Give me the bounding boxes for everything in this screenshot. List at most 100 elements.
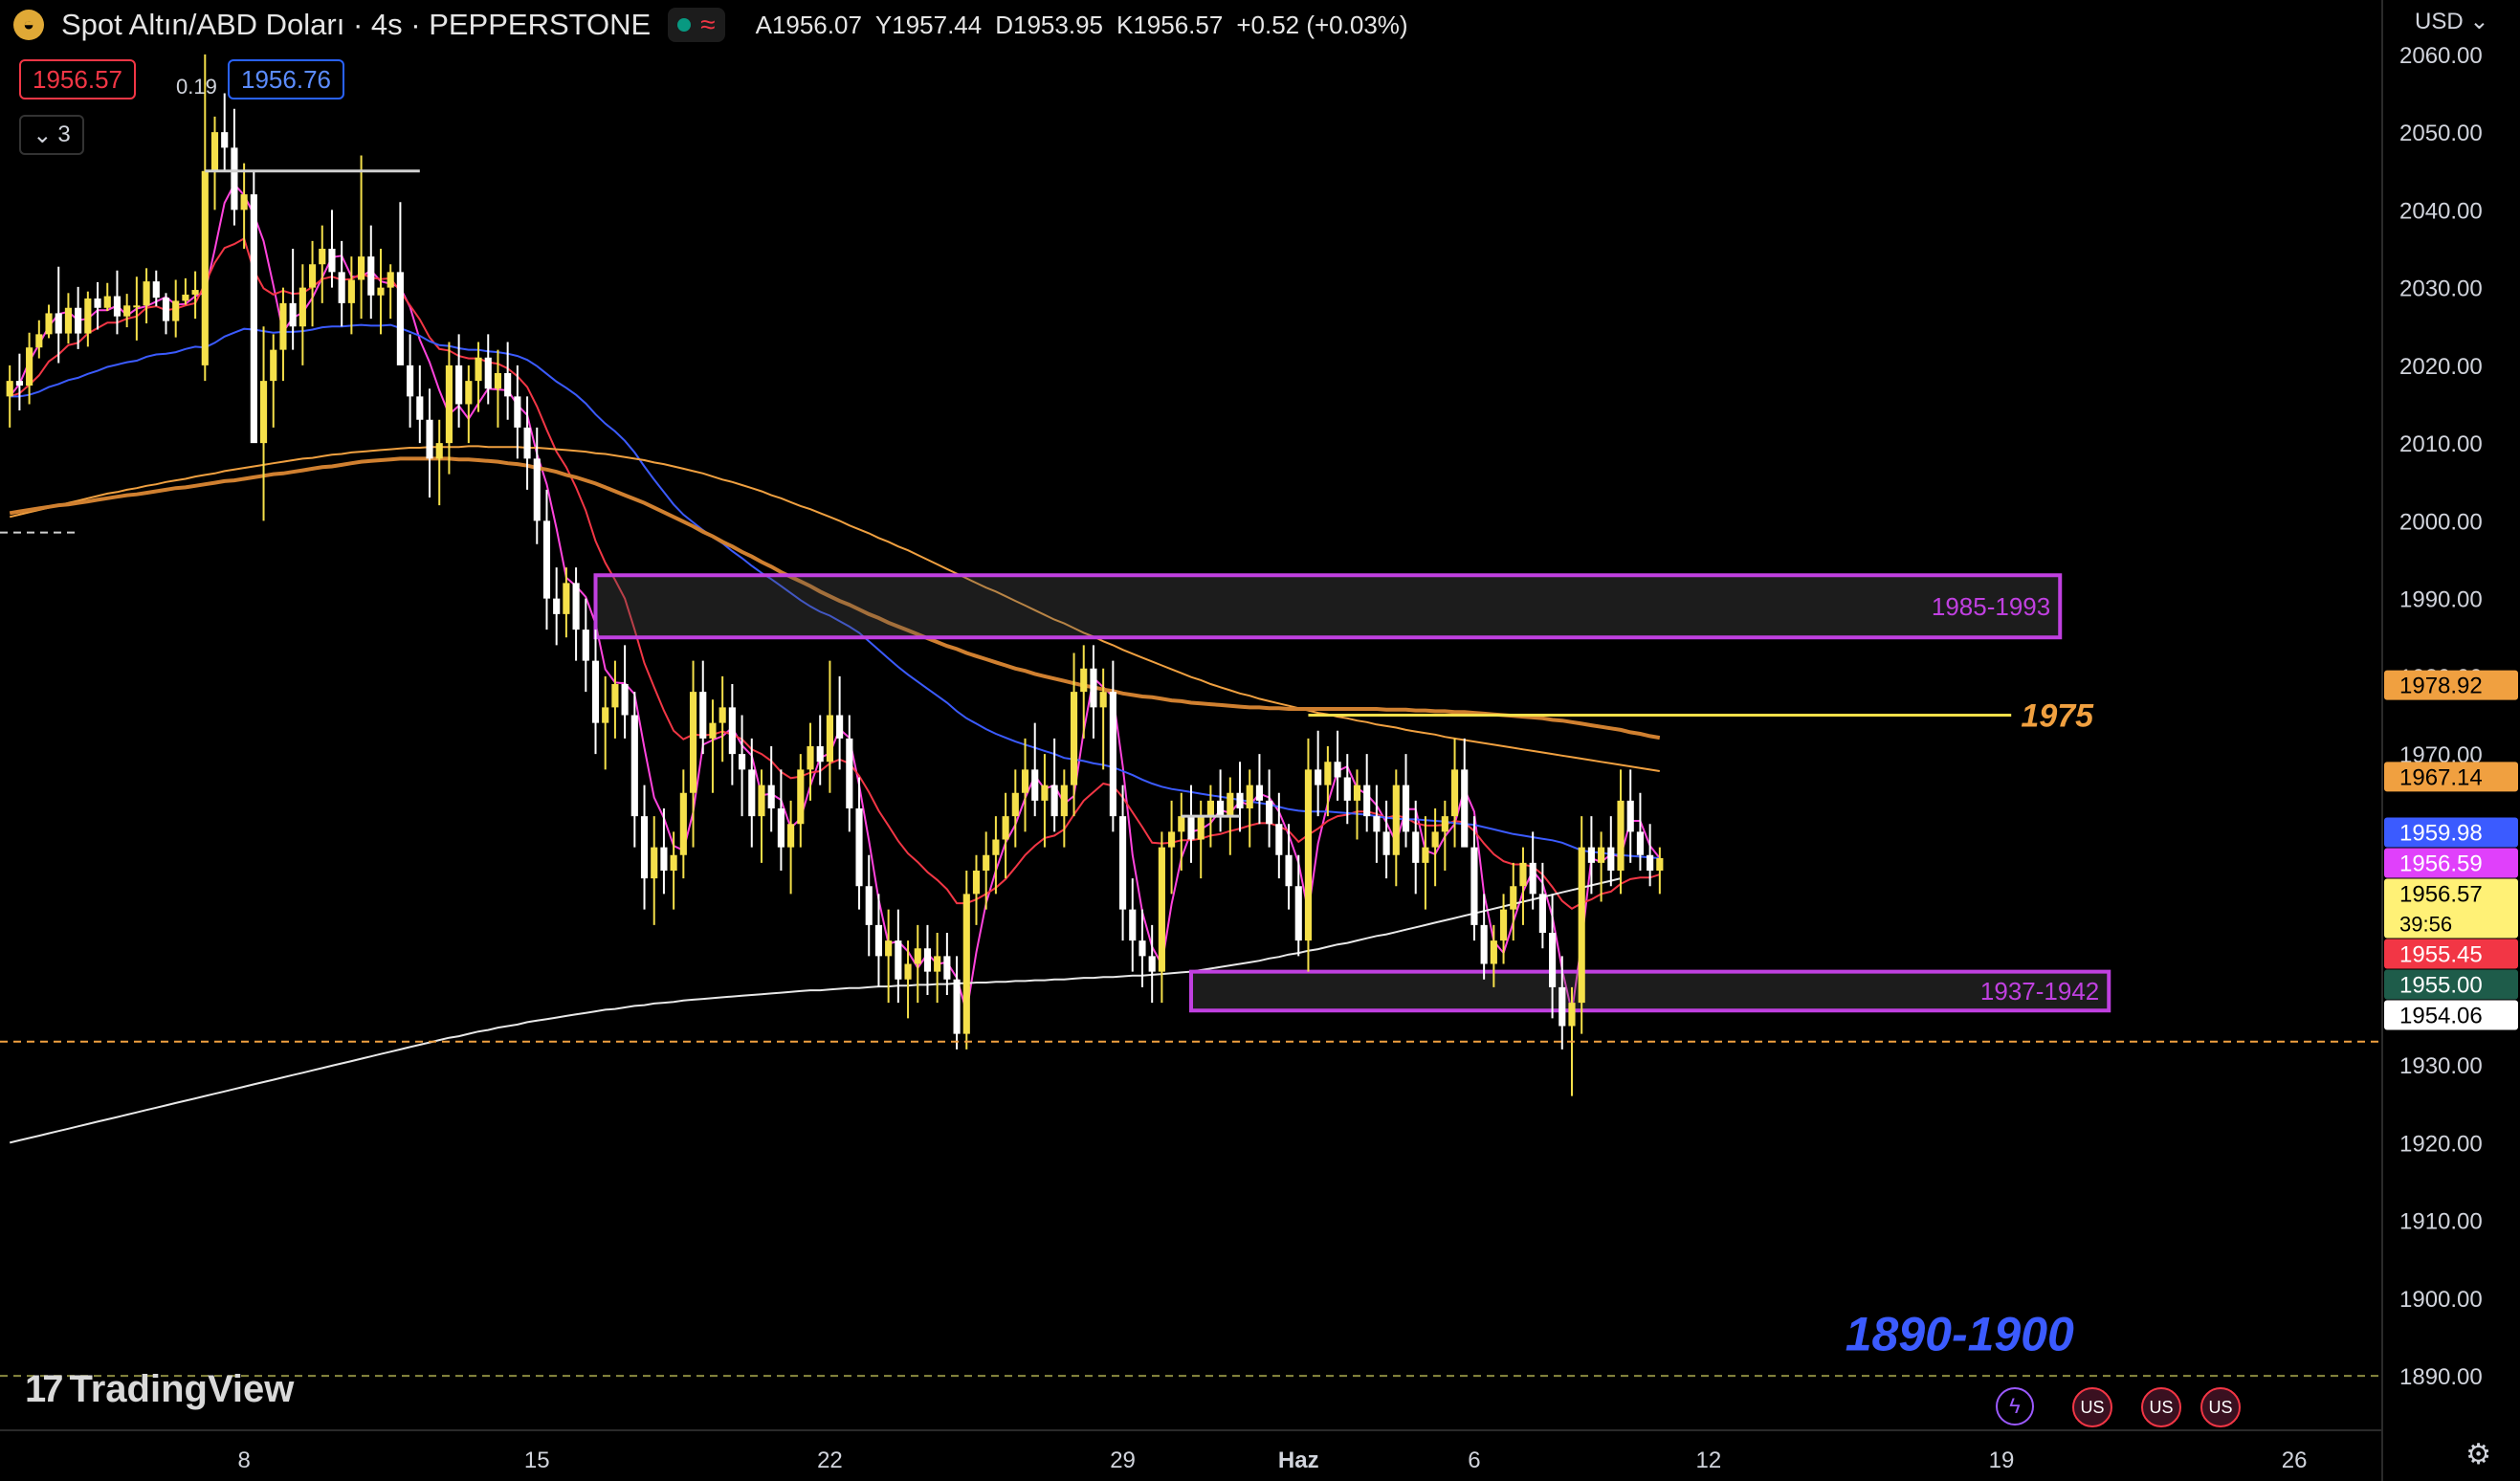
ohlc-values: A1956.07 Y1957.44 D1953.95 K1956.57 +0.5… xyxy=(756,11,1408,40)
y-tick-label: 1920.00 xyxy=(2399,1131,2483,1157)
candle-body xyxy=(563,583,570,614)
candle-body xyxy=(191,290,199,295)
candle-body xyxy=(1109,692,1116,817)
candle-body xyxy=(514,396,521,428)
candle-body xyxy=(1587,847,1595,863)
candle-body xyxy=(377,287,385,296)
candle-body xyxy=(611,684,619,708)
x-tick-label: 8 xyxy=(237,1448,250,1473)
candle-body xyxy=(1070,692,1078,785)
candle-body xyxy=(1187,816,1195,840)
buy-price-button[interactable]: 1956.76 xyxy=(228,59,344,99)
candle-body xyxy=(640,816,649,879)
candle-body xyxy=(416,396,424,420)
us-flag-event-icon[interactable]: US xyxy=(2072,1387,2112,1427)
settings-gear-icon[interactable]: ⚙ xyxy=(2465,1439,2491,1470)
candle-body xyxy=(1549,933,1557,987)
price-axis[interactable]: 1890.001900.001910.001920.001930.001940.… xyxy=(2381,0,2520,1481)
candle-body xyxy=(816,746,824,763)
ohlc-low: D1953.95 xyxy=(995,10,1103,39)
us-flag-event-icon[interactable]: US xyxy=(2141,1387,2181,1427)
lightning-event-icon[interactable]: ϟ xyxy=(1996,1387,2034,1426)
candle-body xyxy=(1236,792,1244,808)
market-open-dot-icon xyxy=(677,18,692,32)
candle-body xyxy=(1558,986,1566,1027)
ohlc-open: A1956.07 xyxy=(755,10,862,39)
candle-body xyxy=(1373,816,1381,832)
indicators-toggle-button[interactable]: ⌄ 3 xyxy=(19,115,84,155)
candle-body xyxy=(35,334,43,348)
candle-body xyxy=(1041,785,1049,801)
candle-body xyxy=(1168,831,1176,848)
candle-body xyxy=(1246,785,1253,808)
symbol-title[interactable]: Spot Altın/ABD Doları · 4s · PEPPERSTONE xyxy=(61,8,652,41)
candle-body xyxy=(26,347,33,386)
candle-body xyxy=(1626,800,1634,832)
candle-body xyxy=(865,886,873,925)
candle-body xyxy=(758,785,765,817)
price-label-bg xyxy=(2384,1000,2518,1030)
candle-body xyxy=(1334,762,1341,778)
candle-body xyxy=(1422,847,1429,863)
candle-body xyxy=(1285,854,1293,887)
candle-body xyxy=(1343,777,1351,801)
currency-selector[interactable]: USD ⌄ xyxy=(2415,8,2488,35)
candle-body xyxy=(553,598,561,614)
market-status[interactable]: ≈ xyxy=(668,8,725,42)
candle-body xyxy=(621,684,629,716)
candle-body xyxy=(182,294,189,301)
candle-body xyxy=(103,296,111,308)
candle-body xyxy=(123,305,131,317)
candle-body xyxy=(504,373,512,397)
us-flag-event-icon[interactable]: US xyxy=(2200,1387,2241,1427)
candle-body xyxy=(699,692,707,739)
candle-body xyxy=(1090,668,1097,708)
annotations-layer: 1975 1890-1900 xyxy=(1846,698,2094,1361)
candle-body xyxy=(1607,847,1615,871)
price-label: 1967.14 xyxy=(2399,764,2483,790)
candle-body xyxy=(484,357,492,389)
gold-coin-icon[interactable]: ◒ xyxy=(13,10,44,40)
chevron-down-icon: ⌄ xyxy=(2469,9,2489,34)
candle-body xyxy=(465,381,473,405)
candle-body xyxy=(1647,854,1654,871)
candle-body xyxy=(1656,858,1664,871)
candle-body xyxy=(689,692,697,793)
candle-body xyxy=(826,715,833,763)
candle-body xyxy=(1118,816,1127,910)
y-tick-label: 2030.00 xyxy=(2399,276,2483,302)
chart-annotation: 1890-1900 xyxy=(1846,1308,2074,1361)
candle-body xyxy=(1129,909,1137,941)
x-tick-label: 22 xyxy=(817,1448,843,1473)
candle-body xyxy=(542,520,551,599)
horizontal-lines-layer xyxy=(0,169,2382,1378)
price-label: 1954.06 xyxy=(2399,1004,2483,1029)
candle-body xyxy=(1636,831,1644,855)
candle-body xyxy=(934,956,941,972)
candle-body xyxy=(572,583,580,630)
candle-body xyxy=(1412,831,1420,863)
candle-body xyxy=(221,132,229,148)
candle-body xyxy=(1470,847,1478,925)
price-label: 1955.45 xyxy=(2399,942,2483,968)
chart-annotation: 1975 xyxy=(2021,698,2094,735)
candle-body xyxy=(143,281,150,306)
y-tick-label: 2020.00 xyxy=(2399,354,2483,380)
candle-body xyxy=(953,979,961,1034)
currency-label: USD xyxy=(2415,9,2464,34)
y-tick-label: 1900.00 xyxy=(2399,1287,2483,1313)
tradingview-watermark: 17 TradingView xyxy=(25,1368,294,1411)
candle-body xyxy=(1099,692,1107,708)
candle-body xyxy=(494,373,502,389)
candle-body xyxy=(231,147,238,210)
sell-price-button[interactable]: 1956.57 xyxy=(19,59,136,99)
candle-body xyxy=(1568,1003,1576,1027)
candle-body xyxy=(962,894,970,1034)
x-tick-label: 12 xyxy=(1696,1448,1722,1473)
time-axis[interactable]: 8 15 22 29 Haz 6 12 19 26 xyxy=(0,1429,2382,1473)
indicator-line xyxy=(9,456,1661,740)
x-tick-label: 29 xyxy=(1110,1448,1136,1473)
candle-body xyxy=(1529,862,1536,895)
zone-box xyxy=(593,573,2063,640)
